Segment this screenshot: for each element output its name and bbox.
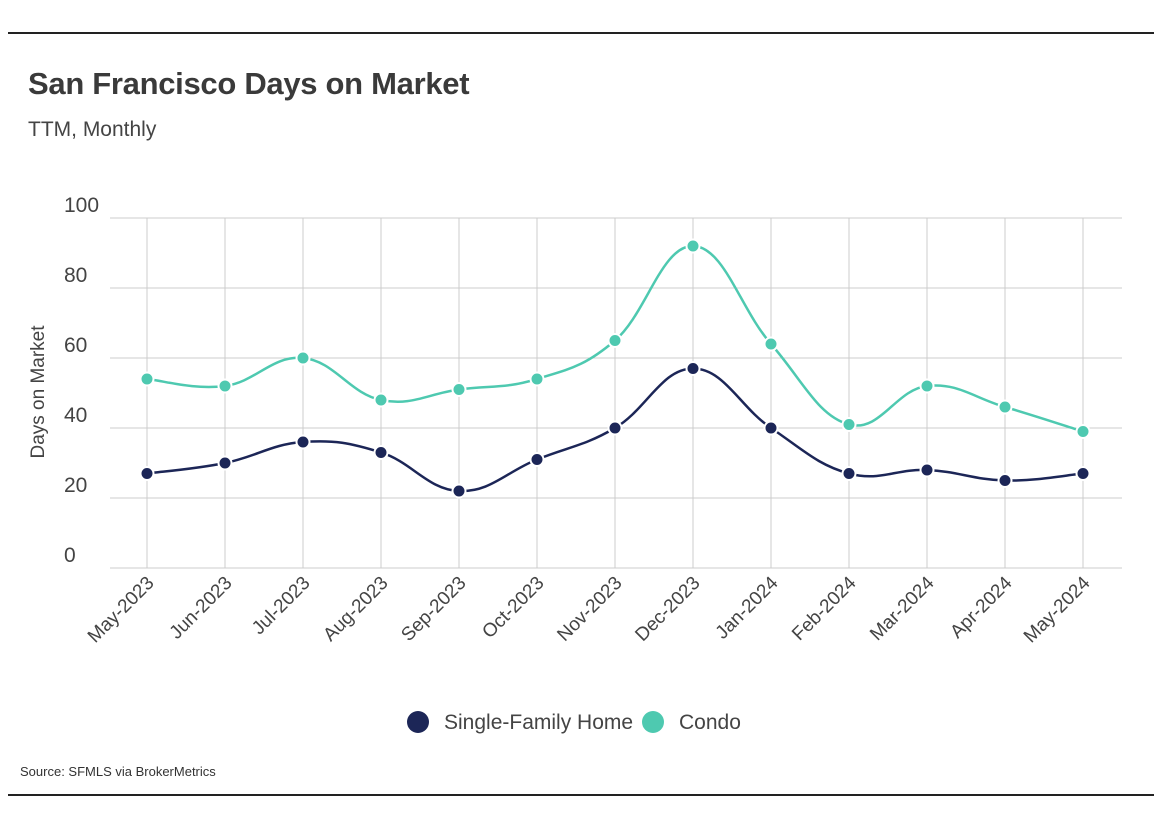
x-tick-label: May-2023 xyxy=(84,573,159,648)
source-note: Source: SFMLS via BrokerMetrics xyxy=(20,764,216,779)
data-point-condo xyxy=(919,378,935,394)
x-tick-label: Nov-2023 xyxy=(553,573,626,646)
data-point-condo xyxy=(139,371,155,387)
top-rule xyxy=(8,32,1154,34)
data-point-condo xyxy=(295,350,311,366)
x-tick-label: May-2024 xyxy=(1020,572,1095,647)
data-point-single-family xyxy=(529,452,545,467)
chart-subtitle: TTM, Monthly xyxy=(28,118,157,141)
data-point-single-family xyxy=(841,466,857,481)
x-tick-labels: May-2023 Jun-2023 Jul-2023 Aug-2023 Sep-2023… xyxy=(84,572,1095,647)
y-tick-label: 40 xyxy=(64,404,87,427)
data-point-single-family xyxy=(997,473,1013,488)
x-tick-label: Dec-2023 xyxy=(631,573,704,646)
legend-label-condo: Condo xyxy=(679,711,741,734)
data-point-single-family xyxy=(295,434,311,450)
x-tick-label: Apr-2024 xyxy=(946,572,1016,642)
data-point-single-family xyxy=(919,462,935,478)
data-point-condo xyxy=(217,378,233,394)
y-axis-label: Days on Market xyxy=(28,325,49,459)
bottom-rule xyxy=(8,794,1154,796)
x-tick-label: Sep-2023 xyxy=(397,573,470,646)
x-tick-label: Oct-2023 xyxy=(478,573,548,643)
data-point-single-family xyxy=(217,455,233,471)
data-point-single-family xyxy=(373,445,389,460)
line-chart: 0 20 40 60 80 100 May-2023 Jun-2023 Jul-2023 Aug… xyxy=(28,194,1122,734)
x-tick-label: Jul-2023 xyxy=(248,573,314,639)
data-point-single-family xyxy=(763,420,779,436)
y-tick-label: 80 xyxy=(64,264,87,287)
data-point-single-family xyxy=(139,466,155,481)
data-point-single-family xyxy=(451,483,467,499)
x-tick-label: Mar-2024 xyxy=(866,572,939,645)
data-point-condo xyxy=(373,392,389,408)
y-tick-label: 20 xyxy=(64,474,87,497)
y-tick-label: 60 xyxy=(64,334,87,357)
x-tick-label: Jan-2024 xyxy=(712,572,783,643)
data-point-condo xyxy=(997,399,1013,415)
data-point-condo xyxy=(685,238,701,254)
data-point-condo xyxy=(529,371,545,387)
data-point-single-family xyxy=(1075,466,1091,481)
data-point-condo xyxy=(763,336,779,352)
data-point-single-family xyxy=(685,361,701,376)
data-point-condo xyxy=(607,333,623,348)
legend: Single-Family Home Condo xyxy=(407,711,741,734)
x-tick-label: Feb-2024 xyxy=(788,572,861,645)
chart-title: San Francisco Days on Market xyxy=(28,66,470,101)
legend-marker-condo xyxy=(642,711,664,733)
data-point-single-family xyxy=(607,420,623,436)
legend-label-single-family: Single-Family Home xyxy=(444,711,633,734)
x-tick-label: Aug-2023 xyxy=(319,573,392,646)
legend-marker-single-family xyxy=(407,711,429,733)
data-point-condo xyxy=(451,382,467,397)
series xyxy=(139,238,1091,499)
y-tick-label: 100 xyxy=(64,194,99,217)
data-point-condo xyxy=(1075,424,1091,439)
data-point-condo xyxy=(841,417,857,432)
y-tick-label: 0 xyxy=(64,544,76,567)
x-tick-label: Jun-2023 xyxy=(166,573,237,644)
y-tick-labels: 0 20 40 60 80 100 xyxy=(64,194,99,567)
